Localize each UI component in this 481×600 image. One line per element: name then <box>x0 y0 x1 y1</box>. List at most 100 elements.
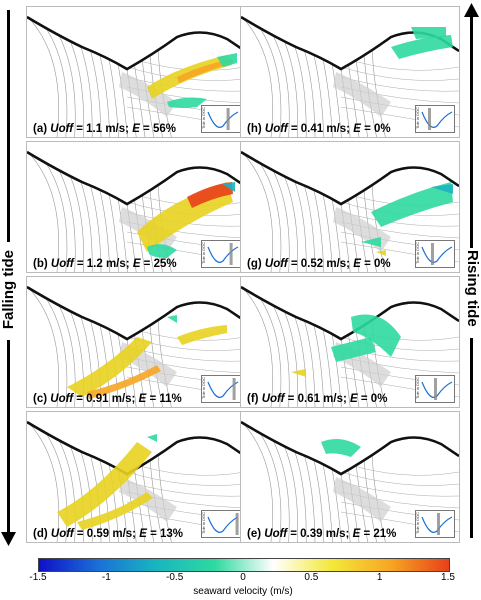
rising-tide-arrow-shaft <box>470 14 473 248</box>
panel-b: (b) Uoff = 1.2 m/s; E = 25% Tide in DOC <box>26 141 246 273</box>
e-symbol: E <box>352 528 361 540</box>
panel-e: (e) Uoff = 0.39 m/s; E = 21% Tide in DOC <box>240 411 460 543</box>
falling-tide-arrow-shaft-lower <box>7 340 10 535</box>
colorbar-tick: 1 <box>376 572 383 583</box>
tide-inset: Tide in DOC <box>201 240 241 268</box>
e-value: = 11% <box>146 393 182 405</box>
colorbar-gradient <box>38 558 450 572</box>
colorbar-tick: -1.5 <box>29 572 47 583</box>
e-value: = 25% <box>140 258 177 270</box>
e-value: = 13% <box>146 528 183 540</box>
uoff-value: = 1.1 m/s; <box>73 123 133 135</box>
uoff-symbol: Uoff <box>264 528 288 540</box>
panel-caption: (f) Uoff = 0.61 m/s; E = 0% <box>247 393 387 405</box>
tide-curve <box>207 243 239 265</box>
e-symbol: E <box>132 258 141 270</box>
colorbar: -1.5 -1 -0.5 0 0.5 1 1.5 seaward velocity (m/s… <box>29 558 455 598</box>
uoff-symbol: Uoff <box>50 393 74 405</box>
bathymetry-map <box>27 7 245 137</box>
tide-inset: Tide in DOC <box>201 105 241 133</box>
bathymetry-map <box>241 142 459 272</box>
panel-caption: (h) Uoff = 0.41 m/s; E = 0% <box>247 123 391 135</box>
panel-g: (g) Uoff = 0.52 m/s; E = 0% Tide in DOC <box>240 141 460 273</box>
e-symbol: E <box>139 528 147 540</box>
bathymetry-map <box>27 412 245 542</box>
bathymetry-map <box>241 7 459 137</box>
panel-a: (a) Uoff = 1.1 m/s; E = 56% Tide in DOC <box>26 6 246 138</box>
tide-inset: Tide in DOC <box>415 240 455 268</box>
panel-letter: (f) <box>247 393 259 405</box>
falling-tide-arrow-head <box>1 532 16 546</box>
panel-caption: (a) Uoff = 1.1 m/s; E = 56% <box>33 123 176 135</box>
panel-d: (d) Uoff = 0.59 m/s; E = 13% Tide in DOC <box>26 411 246 543</box>
panel-letter: (a) <box>33 123 48 135</box>
uoff-value: = 0.59 m/s; <box>73 528 140 540</box>
tide-inset: Tide in DOC <box>415 105 455 133</box>
tide-curve <box>207 378 239 400</box>
e-value: = 0% <box>360 123 391 135</box>
e-symbol: E <box>350 393 358 405</box>
uoff-symbol: Uoff <box>264 258 288 270</box>
bathymetry-map <box>241 277 459 407</box>
e-symbol: E <box>353 258 361 270</box>
panel-letter: (c) <box>33 393 48 405</box>
panel-caption: (e) Uoff = 0.39 m/s; E = 21% <box>247 528 396 540</box>
e-value: = 0% <box>357 393 388 405</box>
tide-inset: Tide in DOC <box>415 375 455 403</box>
tide-axis-label: Tide in DOC <box>201 107 206 129</box>
panel-caption: (g) Uoff = 0.52 m/s; E = 0% <box>247 258 391 270</box>
colorbar-tick: 0.5 <box>304 572 319 583</box>
tide-axis-label: Tide in DOC <box>415 377 420 399</box>
uoff-value: = 0.52 m/s; <box>287 258 354 270</box>
colorbar-tick: 0 <box>240 572 246 583</box>
tide-inset: Tide in DOC <box>415 510 455 538</box>
uoff-symbol: Uoff <box>261 393 285 405</box>
bathymetry-map <box>27 277 245 407</box>
rising-tide-arrow-shaft-lower <box>470 338 473 538</box>
uoff-value: = 0.39 m/s; <box>287 528 353 540</box>
e-value: = 0% <box>360 258 391 270</box>
bathymetry-map <box>241 412 459 542</box>
tide-inset: Tide in DOC <box>201 510 241 538</box>
panel-c: (c) Uoff = 0.91 m/s; E = 11% Tide in DOC <box>26 276 246 408</box>
uoff-value: = 1.2 m/s; <box>73 258 133 270</box>
panel-letter: (b) <box>33 258 48 270</box>
e-value: = 56% <box>139 123 176 135</box>
panel-letter: (e) <box>247 528 262 540</box>
tide-axis-label: Tide in DOC <box>415 242 420 264</box>
uoff-symbol: Uoff <box>50 123 74 135</box>
panel-h: (h) Uoff = 0.41 m/s; E = 0% Tide in DOC <box>240 6 460 138</box>
tide-curve <box>421 108 453 130</box>
panel-caption: (b) Uoff = 1.2 m/s; E = 25% <box>33 258 177 270</box>
rising-tide-arrow-head <box>464 3 479 17</box>
uoff-symbol: Uoff <box>50 528 74 540</box>
tide-curve <box>421 378 453 400</box>
panel-letter: (g) <box>247 258 262 270</box>
tide-curve <box>421 243 453 265</box>
uoff-value: = 0.41 m/s; <box>287 123 354 135</box>
panel-letter: (h) <box>247 123 262 135</box>
panel-caption: (d) Uoff = 0.59 m/s; E = 13% <box>33 528 183 540</box>
colorbar-tick: -0.5 <box>166 572 184 583</box>
uoff-symbol: Uoff <box>50 258 74 270</box>
tide-axis-label: Tide in DOC <box>415 512 420 534</box>
e-symbol: E <box>138 393 147 405</box>
colorbar-label: seaward velocity (m/s) <box>193 586 293 597</box>
panel-f: (f) Uoff = 0.61 m/s; E = 0% Tide in DOC <box>240 276 460 408</box>
e-symbol: E <box>132 123 140 135</box>
falling-tide-label: Falling tide <box>0 250 17 330</box>
tide-curve <box>207 108 239 130</box>
colorbar-tick: 1.5 <box>441 572 455 583</box>
tide-axis-label: Tide in DOC <box>415 107 420 129</box>
falling-tide-arrow-shaft <box>7 10 10 242</box>
uoff-value: = 0.61 m/s; <box>284 393 351 405</box>
rising-tide-label: Rising tide <box>464 250 481 327</box>
tide-axis-label: Tide in DOC <box>201 242 206 264</box>
tide-curve <box>207 513 239 535</box>
colorbar-tick: -1 <box>101 572 111 583</box>
e-value: = 21% <box>360 528 397 540</box>
bathymetry-map <box>27 142 245 272</box>
uoff-value: = 0.91 m/s; <box>73 393 139 405</box>
panel-letter: (d) <box>33 528 48 540</box>
uoff-symbol: Uoff <box>264 123 288 135</box>
